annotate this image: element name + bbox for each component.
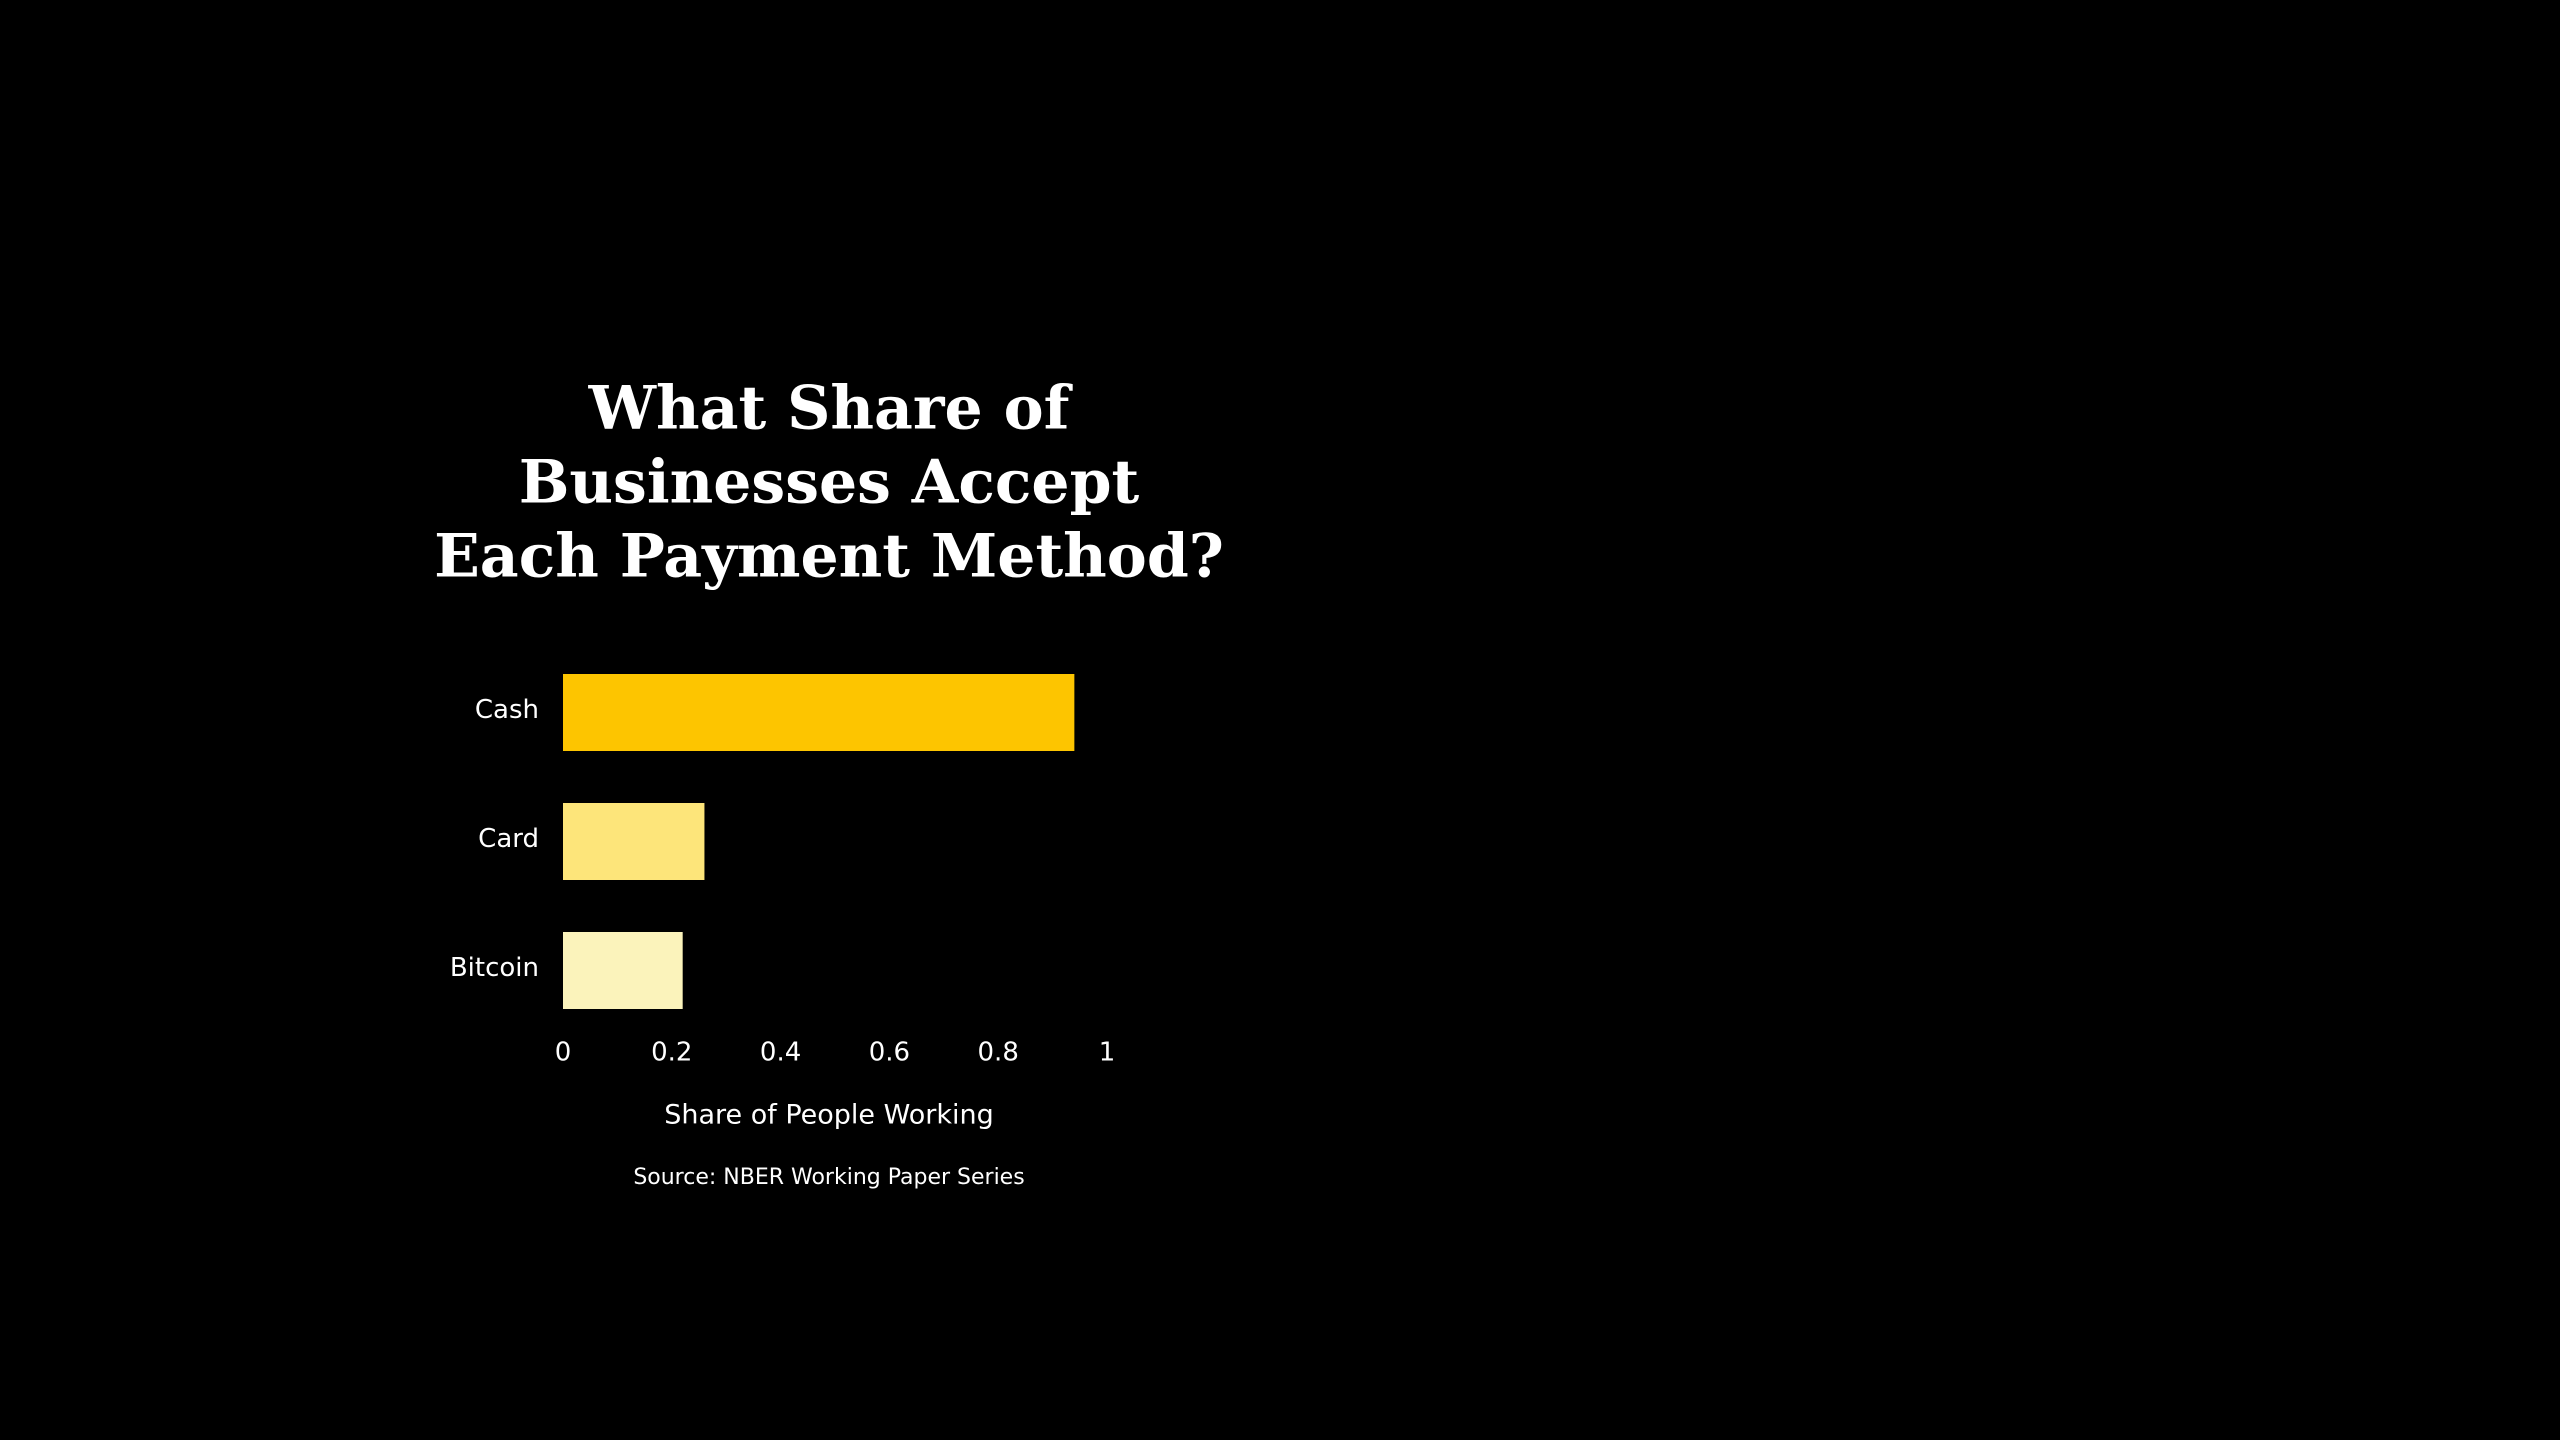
category-label: Bitcoin: [450, 953, 539, 983]
x-tick-label: 0.4: [760, 1038, 801, 1068]
x-tick-label: 0.6: [869, 1038, 910, 1068]
x-tick-label: 0: [555, 1038, 572, 1068]
bar: [563, 932, 683, 1009]
category-label: Cash: [475, 695, 539, 725]
chart-title: Each Payment Method?: [434, 522, 1224, 592]
x-tick-label: 0.8: [978, 1038, 1019, 1068]
bar: [563, 803, 705, 880]
x-tick-label: 0.2: [651, 1038, 692, 1068]
source-note: Source: NBER Working Paper Series: [633, 1165, 1024, 1190]
chart-title: Businesses Accept: [519, 448, 1140, 518]
x-tick-label: 1: [1099, 1038, 1116, 1068]
bar: [563, 674, 1075, 751]
x-axis-label: Share of People Working: [664, 1100, 994, 1131]
category-label: Card: [478, 824, 539, 854]
chart-title: What Share of: [588, 374, 1074, 444]
